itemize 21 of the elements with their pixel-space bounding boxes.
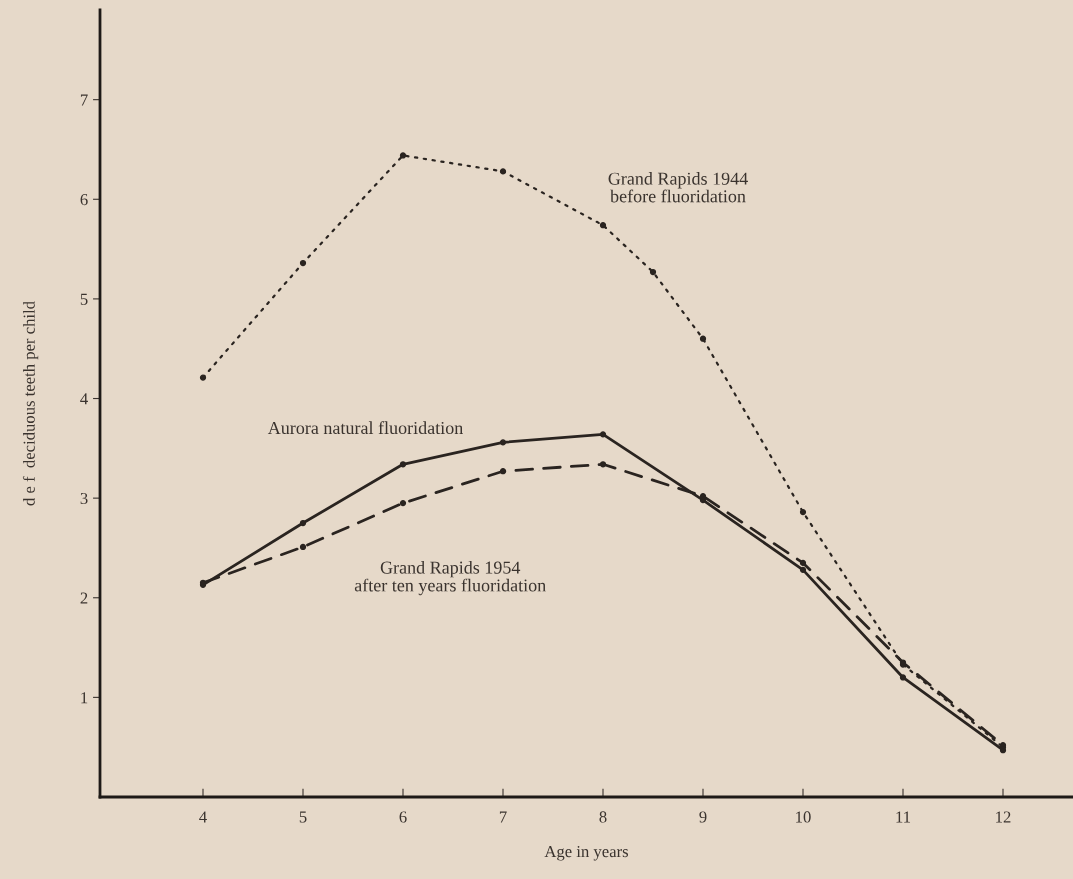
- y-tick-label: 5: [80, 293, 88, 305]
- x-tick-label: 8: [599, 811, 607, 823]
- y-tick-label: 6: [80, 194, 88, 206]
- y-axis-title: d e f deciduous teeth per child: [22, 301, 39, 506]
- x-tick-label: 4: [199, 811, 207, 823]
- y-tick-label: 7: [80, 94, 88, 106]
- series-label: Grand Rapids 1954 after ten years fluoridation: [354, 560, 546, 596]
- y-tick-label: 4: [80, 393, 88, 405]
- x-tick-label: 9: [699, 811, 707, 823]
- series-label: Grand Rapids 1944 before fluoridation: [608, 172, 748, 203]
- x-tick-label: 7: [499, 811, 507, 823]
- y-tick-label: 2: [80, 592, 88, 604]
- y-tick-label: 3: [80, 492, 88, 505]
- x-tick-label: 12: [996, 811, 1011, 823]
- x-tick-label: 11: [896, 811, 911, 823]
- x-tick-label: 10: [796, 811, 811, 823]
- x-tick-label: 5: [299, 811, 307, 823]
- x-axis-title: Age in years: [544, 845, 629, 861]
- x-tick-label: 6: [399, 811, 407, 823]
- series-label: Aurora natural fluoridation: [267, 421, 463, 435]
- y-tick-label: 1: [81, 692, 88, 704]
